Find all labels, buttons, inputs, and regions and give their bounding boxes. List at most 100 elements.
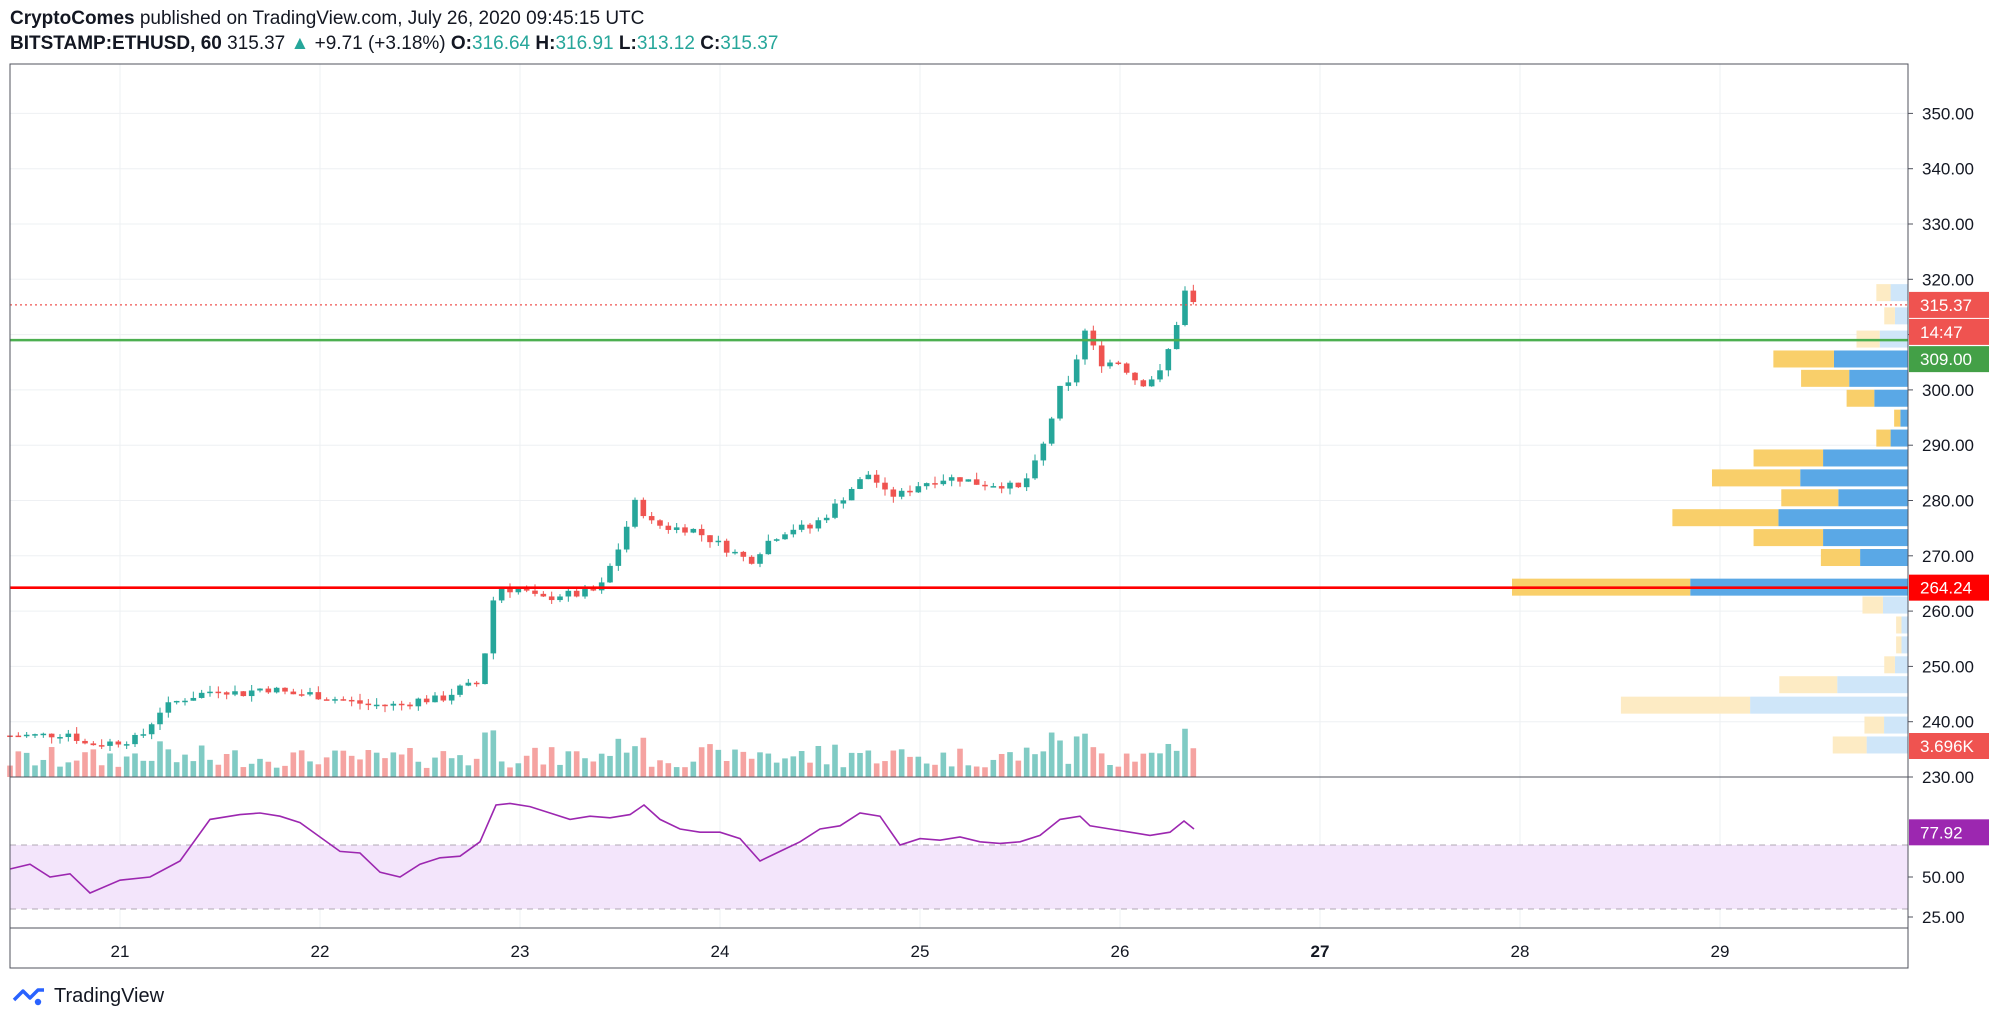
candle-body	[132, 734, 138, 745]
volume-bar	[482, 732, 488, 777]
volume-bar	[798, 751, 805, 777]
price-tick-label: 230.00	[1922, 768, 1974, 787]
volume-bar	[1065, 763, 1072, 777]
candle-body	[907, 490, 913, 493]
candle-body	[990, 486, 997, 488]
candle-body	[865, 474, 872, 480]
volume-bar	[523, 755, 530, 777]
candle-body	[32, 734, 38, 736]
price-tick-label: 270.00	[1922, 547, 1974, 566]
candle-body	[398, 703, 405, 706]
volume-bar	[82, 752, 88, 777]
horizontal-levels[interactable]	[10, 304, 1908, 589]
volume-bar	[440, 751, 447, 777]
volume-bar	[498, 761, 505, 777]
volume-bar	[198, 745, 205, 777]
volume-profile-down-bar	[1876, 429, 1891, 447]
candle-body	[1023, 478, 1030, 488]
candle-body	[673, 527, 680, 530]
volume-bar	[840, 767, 847, 777]
candle-body	[1107, 362, 1113, 367]
price-tick-label: 290.00	[1922, 436, 1974, 455]
candle-body	[590, 589, 597, 591]
price-candles	[7, 284, 1197, 751]
candle-body	[948, 477, 955, 481]
price-axis[interactable]: 230.00 240.00 250.00 260.00 270.00 280.00 290.…	[1908, 104, 1974, 927]
volume-bar	[782, 758, 788, 777]
candle-body	[690, 528, 697, 533]
volume-bar	[1132, 761, 1138, 777]
author-name[interactable]: CryptoComes	[10, 8, 135, 29]
plot-border	[9, 63, 1909, 969]
volume-bar	[1048, 732, 1055, 777]
volume-bar	[215, 764, 222, 777]
volume-bar	[723, 760, 730, 777]
candle-body	[123, 744, 130, 746]
volume-profile-up-bar	[1837, 676, 1908, 694]
chart-frame	[9, 63, 1909, 969]
candle-body	[1057, 385, 1063, 419]
volume-bar	[648, 766, 655, 777]
volume-bar	[1015, 760, 1022, 777]
volume-bar	[532, 747, 538, 777]
volume-bar	[690, 761, 697, 777]
candle-body	[890, 489, 897, 497]
candle-body	[932, 483, 938, 485]
volume-profile-up-bar	[1823, 529, 1908, 547]
candle-body	[382, 704, 388, 707]
volume-bar	[107, 753, 113, 777]
volume-profile-up-bar	[1866, 736, 1908, 754]
volume-profile-down-bar	[1832, 736, 1867, 754]
candle-body	[182, 700, 188, 703]
candle-body	[240, 691, 247, 697]
volume-profile-up-bar	[1882, 596, 1908, 614]
candle-body	[440, 695, 447, 701]
volume-bar	[140, 760, 147, 777]
price-tags: 315.37 14:47 309.00 264.24 3.696K 77.92	[1909, 291, 1989, 846]
volume-bar	[948, 766, 955, 777]
volume-profile-down-bar	[1864, 716, 1885, 734]
volume-profile-up-bar	[1874, 389, 1908, 407]
volume-bar	[1140, 753, 1147, 777]
candle-body	[773, 539, 780, 541]
volume-profile-down-bar	[1620, 696, 1751, 714]
candle-body	[757, 554, 763, 564]
volume-profile-down-bar	[1896, 636, 1902, 654]
rsi-tick-label: 25.00	[1922, 908, 1965, 927]
last-price-tag-bg	[1909, 291, 1989, 318]
volume-bar	[565, 751, 572, 777]
volume-bar	[1157, 753, 1163, 777]
symbol-label[interactable]: BITSTAMP:ETHUSD, 60	[10, 33, 222, 54]
volume-bar	[123, 756, 130, 777]
candle-body	[1157, 370, 1163, 380]
price-tick-label: 350.00	[1922, 104, 1974, 123]
candle-body	[607, 565, 613, 583]
time-tick-label: 25	[911, 942, 930, 961]
candle-body	[1190, 290, 1197, 303]
time-tick-label: 24	[711, 942, 730, 961]
volume-bar	[32, 765, 38, 777]
candle-body	[565, 590, 572, 597]
candle-body	[715, 540, 722, 543]
volume-bar	[973, 766, 980, 777]
volume-profile-up-bar	[1900, 409, 1908, 427]
time-axis[interactable]: 21 22 23 24 25 26 27 28 29	[111, 942, 1730, 961]
volume-bar	[190, 761, 197, 777]
volume-profile-down-bar	[1884, 307, 1895, 325]
volume-bar	[632, 746, 638, 777]
volume-profile-up-bar	[1901, 636, 1908, 654]
volume-profile-down-bar	[1711, 469, 1801, 487]
candle-body	[515, 588, 522, 593]
tradingview-branding[interactable]: TradingView	[12, 985, 164, 1008]
open-label: O:	[450, 33, 472, 54]
price-tick-label: 260.00	[1922, 602, 1974, 621]
countdown-tag-bg	[1909, 318, 1989, 345]
volume-bar	[273, 767, 280, 777]
candle-body	[23, 734, 30, 737]
candle-body	[765, 540, 772, 555]
volume-bar	[148, 760, 155, 777]
volume-profile	[1512, 284, 1908, 754]
candle-body	[340, 699, 347, 701]
candle-body	[832, 503, 838, 518]
